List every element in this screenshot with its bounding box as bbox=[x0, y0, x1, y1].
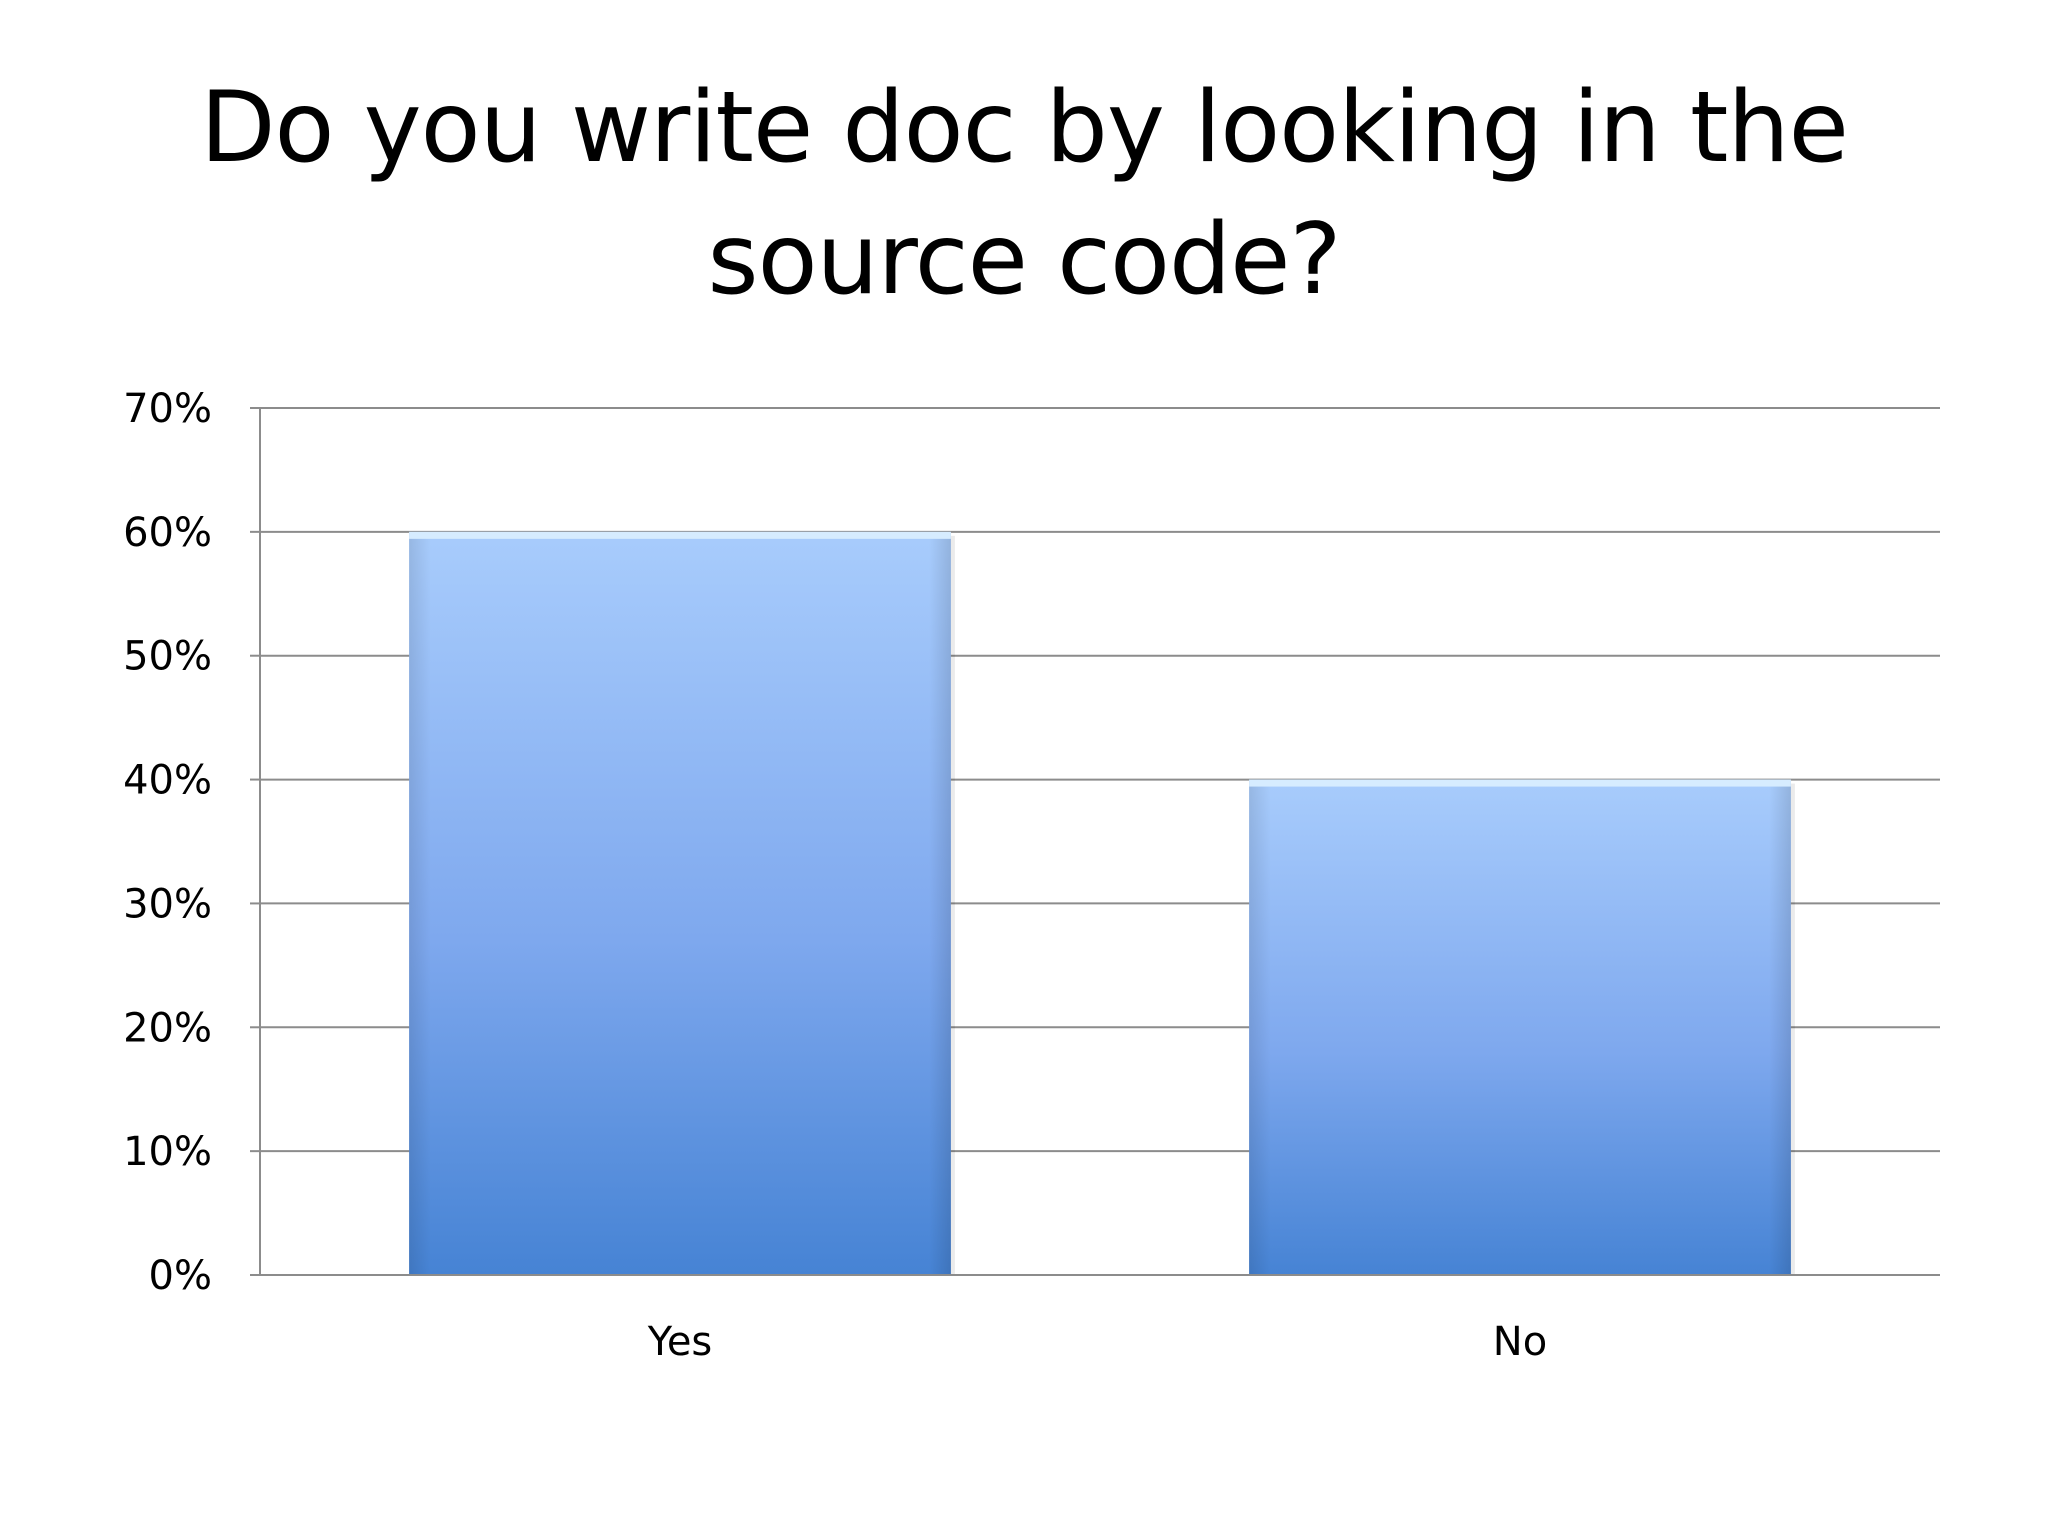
y-tick-label: 30% bbox=[123, 881, 212, 927]
bar-edge-shading bbox=[409, 531, 951, 1275]
axes bbox=[250, 407, 1940, 1276]
bars bbox=[409, 531, 1795, 1275]
y-tick-label: 20% bbox=[123, 1005, 212, 1051]
y-tick-label: 70% bbox=[123, 386, 212, 432]
y-tick-label: 40% bbox=[123, 758, 212, 804]
y-tick-label: 60% bbox=[123, 510, 212, 556]
bar-edge-shading bbox=[1249, 779, 1791, 1275]
x-category-label: Yes bbox=[647, 1319, 713, 1365]
y-tick-label: 50% bbox=[123, 634, 212, 680]
bar-top-highlight bbox=[1249, 779, 1791, 787]
axis-labels: 0% 10% 20% 30% 40% 50% 60% 70% Yes No bbox=[123, 386, 1547, 1365]
x-category-label: No bbox=[1493, 1319, 1547, 1365]
chart-title: Do you write doc by looking in the sourc… bbox=[200, 71, 1849, 317]
bar-top-highlight bbox=[409, 531, 951, 539]
y-tick-label: 0% bbox=[149, 1253, 212, 1299]
y-tick-label: 10% bbox=[123, 1129, 212, 1175]
